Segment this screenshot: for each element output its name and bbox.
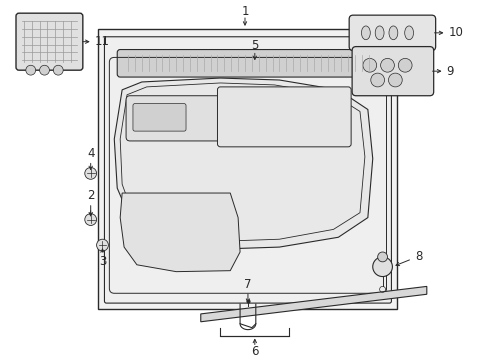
Polygon shape [120, 193, 240, 272]
Circle shape [387, 73, 402, 87]
Circle shape [26, 65, 36, 75]
Text: 4: 4 [87, 147, 94, 160]
FancyBboxPatch shape [104, 37, 390, 303]
Circle shape [380, 58, 393, 72]
Text: 11: 11 [95, 35, 109, 48]
Ellipse shape [361, 26, 369, 40]
Circle shape [84, 214, 97, 225]
Text: 7: 7 [244, 278, 251, 291]
Circle shape [53, 65, 63, 75]
FancyBboxPatch shape [126, 96, 222, 141]
Circle shape [84, 167, 97, 179]
Text: 3: 3 [99, 255, 106, 268]
Circle shape [370, 73, 384, 87]
Circle shape [372, 257, 391, 276]
Circle shape [97, 239, 108, 251]
Text: 1: 1 [241, 5, 248, 18]
Ellipse shape [388, 26, 397, 40]
Text: 6: 6 [250, 345, 258, 358]
Text: 2: 2 [87, 189, 94, 202]
Text: 8: 8 [414, 251, 422, 264]
FancyBboxPatch shape [16, 13, 82, 70]
Circle shape [362, 58, 376, 72]
Circle shape [398, 58, 411, 72]
Circle shape [377, 252, 386, 262]
Text: 5: 5 [251, 39, 258, 52]
Circle shape [40, 65, 49, 75]
Text: 10: 10 [447, 26, 462, 39]
FancyBboxPatch shape [217, 87, 350, 147]
Bar [98, 29, 397, 309]
Ellipse shape [374, 26, 383, 40]
FancyBboxPatch shape [117, 50, 380, 77]
Ellipse shape [404, 26, 413, 40]
Polygon shape [201, 287, 426, 322]
Text: 9: 9 [446, 65, 453, 78]
FancyBboxPatch shape [133, 104, 185, 131]
FancyBboxPatch shape [351, 46, 433, 96]
Polygon shape [114, 78, 372, 249]
FancyBboxPatch shape [348, 15, 435, 50]
